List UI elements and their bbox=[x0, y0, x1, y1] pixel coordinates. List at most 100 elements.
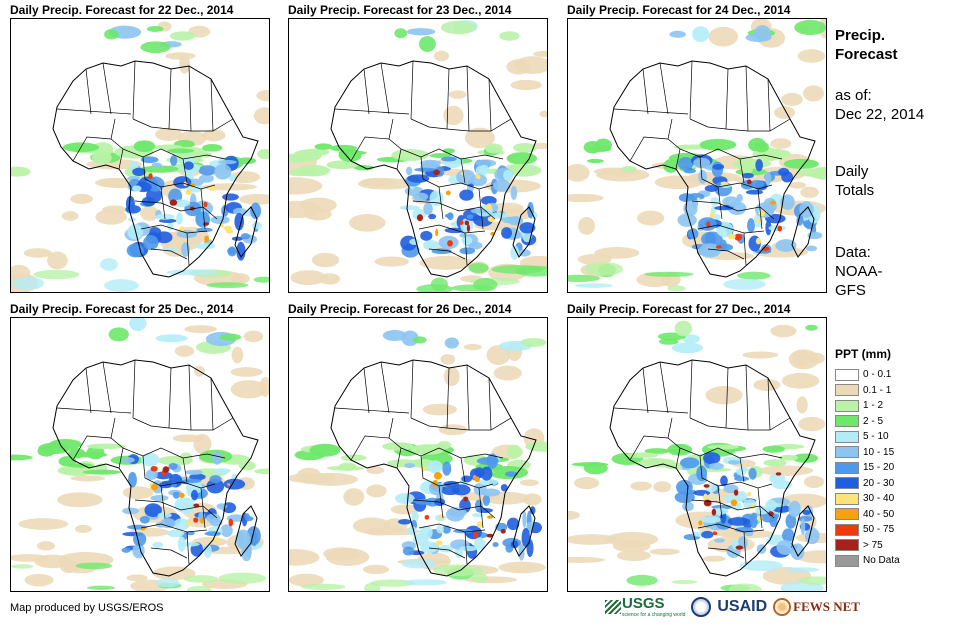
legend-label: 50 - 75 bbox=[863, 524, 895, 536]
coastline bbox=[52, 359, 259, 577]
legend-swatch bbox=[835, 384, 859, 397]
info-title-line1: Precip. bbox=[835, 27, 886, 44]
legend-label: 0 - 0.1 bbox=[863, 369, 892, 381]
coastline bbox=[52, 60, 259, 278]
legend-title: PPT (mm) bbox=[835, 347, 892, 361]
legend-swatch bbox=[835, 554, 859, 567]
precip-layer bbox=[11, 21, 269, 292]
info-title: Precip. Forecast bbox=[835, 26, 898, 64]
legend-item: 1 - 2 bbox=[835, 398, 945, 414]
legend-item: 10 - 15 bbox=[835, 445, 945, 461]
usgs-mark-icon bbox=[605, 599, 621, 614]
info-asof: as of: Dec 22, 2014 bbox=[835, 86, 924, 124]
fews-globe-icon bbox=[773, 597, 792, 616]
asof-date: Dec 22, 2014 bbox=[835, 106, 925, 123]
madagascar-outline bbox=[512, 505, 536, 557]
panel-title: Daily Precip. Forecast for 24 Dec., 2014 bbox=[567, 3, 791, 17]
data-line1: NOAA- bbox=[835, 263, 883, 280]
legend-label: 20 - 30 bbox=[863, 477, 895, 489]
africa-map bbox=[568, 320, 826, 591]
legend-swatch bbox=[835, 492, 859, 505]
legend-item: 0 - 0.1 bbox=[835, 367, 945, 383]
fews-net-text: FEWS NET bbox=[793, 598, 860, 614]
legend-label: 10 - 15 bbox=[863, 446, 895, 458]
legend-item: No Data bbox=[835, 553, 945, 569]
legend-swatch bbox=[835, 461, 859, 474]
legend-item: 40 - 50 bbox=[835, 507, 945, 523]
legend-label: 2 - 5 bbox=[863, 415, 884, 427]
precip-map bbox=[567, 18, 827, 293]
info-totals: Daily Totals bbox=[835, 162, 874, 200]
legend-item: 5 - 10 bbox=[835, 429, 945, 445]
precip-map bbox=[288, 317, 548, 592]
usaid-logo: USAID bbox=[717, 597, 768, 615]
data-label: Data: bbox=[835, 244, 871, 261]
usgs-logo-text: USGS bbox=[622, 595, 665, 612]
panel-title: Daily Precip. Forecast for 25 Dec., 2014 bbox=[10, 302, 234, 316]
panel-title: Daily Precip. Forecast for 23 Dec., 2014 bbox=[288, 3, 512, 17]
madagascar-outline bbox=[791, 206, 815, 258]
totals-line2: Totals bbox=[835, 182, 875, 199]
country-borders bbox=[334, 60, 512, 266]
info-title-line2: Forecast bbox=[835, 46, 898, 63]
map-credit: Map produced by USGS/EROS bbox=[10, 602, 164, 614]
coastline bbox=[609, 359, 816, 577]
legend-item: 30 - 40 bbox=[835, 491, 945, 507]
totals-line1: Daily bbox=[835, 163, 869, 180]
legend-item: 2 - 5 bbox=[835, 414, 945, 430]
precip-map bbox=[288, 18, 548, 293]
africa-map bbox=[289, 329, 547, 591]
legend-item: > 75 bbox=[835, 538, 945, 554]
precip-layer bbox=[289, 329, 547, 591]
legend-label: 1 - 2 bbox=[863, 400, 884, 412]
africa-map bbox=[289, 20, 547, 292]
usgs-tagline: science for a changing world bbox=[622, 612, 686, 618]
usaid-seal-icon bbox=[691, 596, 712, 617]
legend-item: 0.1 - 1 bbox=[835, 383, 945, 399]
legend-swatch bbox=[835, 368, 859, 381]
madagascar-outline bbox=[791, 505, 815, 557]
madagascar-outline bbox=[234, 505, 258, 557]
legend-item: 20 - 30 bbox=[835, 476, 945, 492]
legend-swatch bbox=[835, 430, 859, 443]
country-borders bbox=[334, 359, 512, 565]
precip-map bbox=[10, 18, 270, 293]
africa-map bbox=[11, 318, 269, 591]
legend-label: 15 - 20 bbox=[863, 462, 895, 474]
fews-net-logo: FEWS NET bbox=[773, 597, 860, 616]
legend-item: 50 - 75 bbox=[835, 522, 945, 538]
data-line2: GFS bbox=[835, 282, 866, 299]
legend-swatch bbox=[835, 523, 859, 536]
country-borders bbox=[613, 60, 791, 266]
legend-swatch bbox=[835, 446, 859, 459]
africa-map bbox=[568, 19, 826, 292]
panel-title: Daily Precip. Forecast for 27 Dec., 2014 bbox=[567, 302, 791, 316]
info-data-source: Data: NOAA- GFS bbox=[835, 243, 883, 300]
country-borders bbox=[613, 359, 791, 565]
panel-title: Daily Precip. Forecast for 22 Dec., 2014 bbox=[10, 3, 234, 17]
madagascar-outline bbox=[512, 206, 536, 258]
precip-layer bbox=[568, 320, 826, 591]
legend-label: 0.1 - 1 bbox=[863, 384, 892, 396]
legend-swatch bbox=[835, 508, 859, 521]
legend-label: 5 - 10 bbox=[863, 431, 889, 443]
logo-strip: USGS science for a changing world USAID … bbox=[605, 595, 860, 618]
usgs-logo: USGS science for a changing world bbox=[605, 595, 685, 618]
country-borders bbox=[56, 359, 234, 565]
legend-item: 15 - 20 bbox=[835, 460, 945, 476]
coastline bbox=[330, 359, 537, 577]
legend-rows: 0 - 0.1 0.1 - 1 1 - 2 2 - 5 5 - 10 10 - 15 15 … bbox=[835, 367, 945, 569]
legend-swatch bbox=[835, 415, 859, 428]
legend-swatch bbox=[835, 539, 859, 552]
legend-label: 30 - 40 bbox=[863, 493, 895, 505]
precip-map bbox=[567, 317, 827, 592]
legend-swatch bbox=[835, 477, 859, 490]
country-borders bbox=[56, 60, 234, 266]
panel-title: Daily Precip. Forecast for 26 Dec., 2014 bbox=[288, 302, 512, 316]
legend-swatch bbox=[835, 399, 859, 412]
legend-label: 40 - 50 bbox=[863, 508, 895, 520]
precip-layer bbox=[11, 318, 269, 591]
madagascar-outline bbox=[234, 206, 258, 258]
legend-label: > 75 bbox=[863, 539, 883, 551]
legend: PPT (mm) 0 - 0.1 0.1 - 1 1 - 2 2 - 5 5 - 10 1… bbox=[835, 347, 945, 569]
